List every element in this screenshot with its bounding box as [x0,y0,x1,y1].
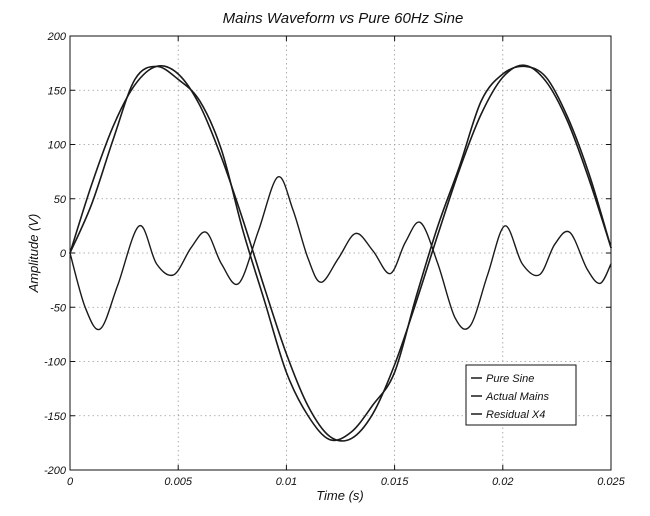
y-tick-label: -100 [44,357,67,369]
y-tick-label: 100 [48,140,67,152]
x-axis-label: Time (s) [316,488,364,503]
x-tick-label: 0.01 [276,476,297,488]
series-lines [69,64,612,442]
y-tick-label: -150 [44,411,67,423]
x-tick-label: 0 [67,476,74,488]
x-tick-label: 0.02 [492,476,513,488]
x-tick-label: 0.025 [597,476,625,488]
y-tick-label: 200 [47,31,67,43]
y-tick-label: 150 [48,85,67,97]
x-tick-label: 0.005 [164,476,192,488]
y-tick-label: 50 [54,194,67,206]
x-tick-label: 0.015 [381,476,409,488]
axis-ticks: 0 0.005 0.01 0.015 0.02 0.025 -200 -150 -100 -50 0… [44,31,626,488]
grid [70,36,611,470]
legend-label: Residual X4 [486,409,545,421]
y-axis-label: Amplitude (V) [26,214,41,294]
legend-label: Pure Sine [486,373,534,385]
y-tick-label: -50 [50,302,67,314]
series-line-actual-mains [69,65,612,442]
y-tick-label: -200 [44,465,67,477]
legend-box [465,364,577,426]
y-tick-label: 0 [60,248,67,260]
legend: Pure Sine Actual Mains Residual X4 [465,364,577,426]
chart-title: Mains Waveform vs Pure 60Hz Sine [223,10,464,27]
series-line-residual-x4 [69,176,612,331]
legend-label: Actual Mains [485,391,549,403]
